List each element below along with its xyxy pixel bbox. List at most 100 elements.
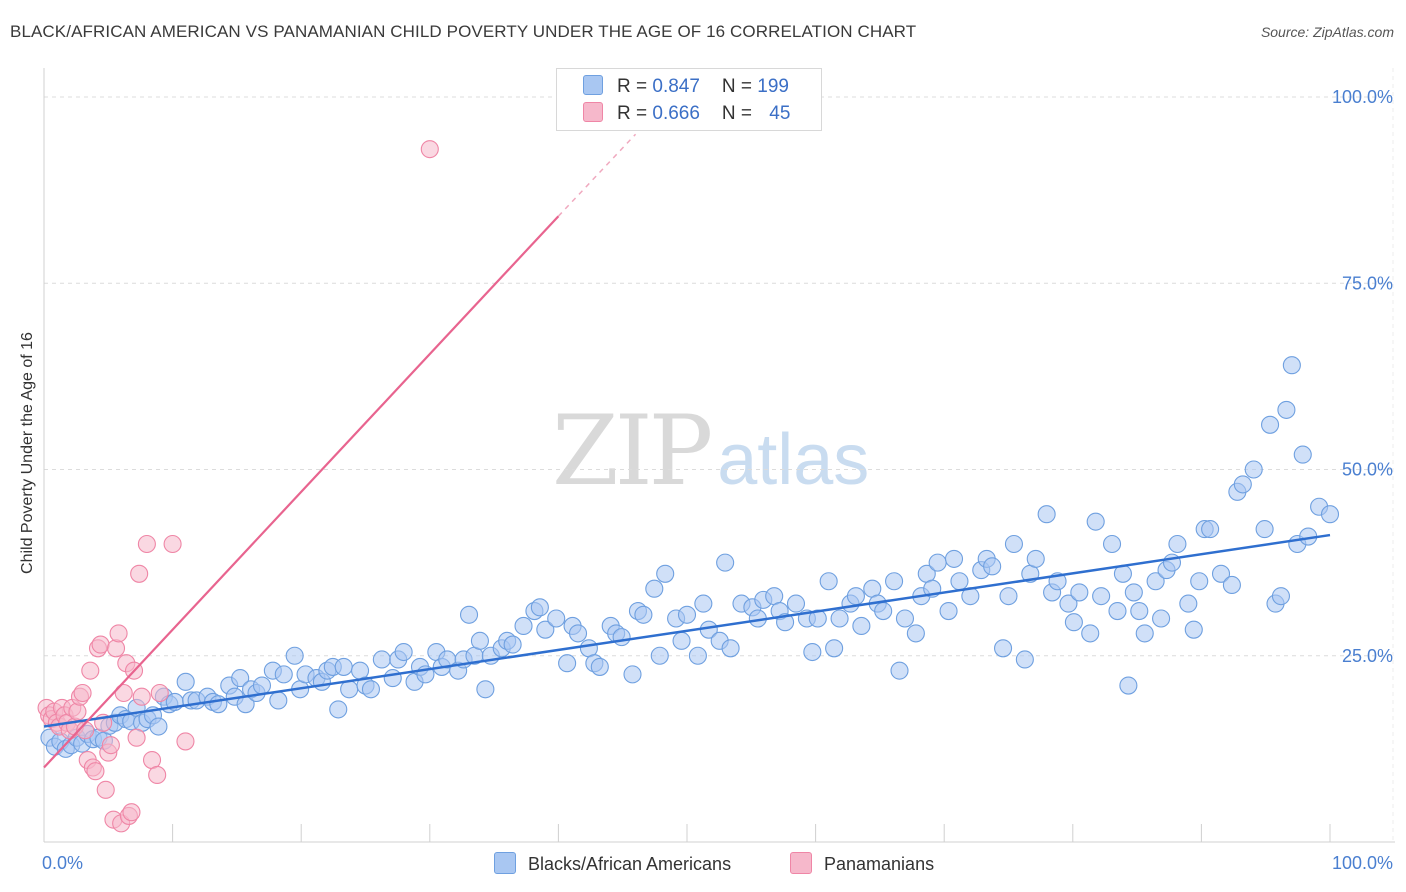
data-point [1092, 587, 1111, 606]
data-point [547, 609, 566, 628]
data-point [1179, 594, 1198, 613]
data-point [149, 717, 168, 736]
data-point [999, 587, 1018, 606]
x-tick-label: 0.0% [42, 853, 83, 873]
data-point [645, 579, 664, 598]
data-point [656, 564, 675, 583]
data-point [476, 680, 495, 699]
data-point [101, 736, 120, 755]
data-point [994, 639, 1013, 658]
tick-labels: 25.0% 50.0% 75.0% 100.0% 0.0% 100.0% [42, 87, 1393, 873]
y-axis-label: Child Poverty Under the Age of 16 [19, 332, 36, 574]
data-point [209, 695, 228, 714]
y-tick-label: 75.0% [1342, 273, 1393, 293]
data-point [91, 635, 110, 654]
data-point [1108, 601, 1127, 621]
data-point [694, 594, 713, 613]
data-point [1130, 601, 1149, 621]
y-tick-label: 25.0% [1342, 646, 1393, 666]
legend-swatch-pink [790, 852, 812, 874]
trend-line-blacks [43, 533, 1331, 728]
data-point [1102, 534, 1122, 554]
data-point [150, 683, 169, 703]
data-point [874, 601, 893, 621]
legend-swatch-blue [494, 852, 516, 874]
legend-item-blacks[interactable]: Blacks/African Americans [494, 852, 731, 875]
legend-row-panamanians: R = 0.666 N = 45 [583, 102, 790, 126]
legend-r-value: 0.847 [652, 76, 700, 97]
data-point [1320, 505, 1340, 524]
data-point [503, 635, 522, 654]
data-point [329, 700, 348, 719]
data-point [1064, 613, 1083, 632]
trend-line-panamanians [43, 215, 560, 769]
data-point [530, 598, 549, 617]
legend-label: Blacks/African Americans [528, 854, 732, 874]
data-point [721, 639, 740, 658]
data-point [716, 553, 735, 572]
data-point [1222, 575, 1241, 595]
data-point [928, 553, 947, 572]
data-point [1124, 583, 1143, 602]
data-point [1070, 583, 1089, 602]
data-point [252, 676, 272, 695]
data-point [612, 628, 631, 647]
data-point [1190, 572, 1209, 591]
data-point [677, 605, 697, 624]
data-point [650, 646, 669, 665]
data-point [808, 609, 827, 628]
data-point [939, 601, 958, 621]
source-credit: Source: ZipAtlas.com [1260, 24, 1394, 40]
data-point [76, 721, 95, 740]
data-point [1261, 415, 1280, 434]
data-point [420, 140, 439, 159]
data-point [73, 683, 92, 703]
data-point [1037, 505, 1056, 524]
data-point [334, 657, 353, 676]
data-point [130, 564, 149, 583]
data-point [688, 646, 707, 665]
data-point [96, 780, 115, 799]
data-point [1015, 650, 1034, 669]
x-tick-label: 100.0% [1332, 853, 1393, 873]
data-point [1119, 676, 1138, 695]
data-point [623, 665, 642, 684]
data-point [137, 534, 156, 554]
data-point [536, 620, 555, 639]
data-point [274, 665, 293, 684]
data-point [1233, 475, 1252, 494]
data-point [803, 642, 822, 662]
data-point [1293, 445, 1312, 464]
chart-title: BLACK/AFRICAN AMERICAN VS PANAMANIAN CHI… [10, 22, 917, 41]
data-point [568, 624, 588, 643]
data-point [394, 642, 413, 662]
data-point [1026, 549, 1045, 568]
legend-item-panamanians[interactable]: Panamanians [790, 852, 934, 875]
data-point [86, 762, 105, 781]
legend-n-label: N = [721, 76, 758, 97]
trend-extension-panamanians [557, 133, 637, 217]
data-point [1282, 356, 1301, 375]
data-point [459, 605, 479, 624]
data-point [68, 702, 87, 721]
data-point [1152, 609, 1171, 628]
data-point [1135, 624, 1154, 643]
series-panamanians [37, 140, 439, 833]
legend-swatch-blue [583, 75, 603, 95]
gridlines [44, 96, 1395, 657]
y-tick-label: 50.0% [1342, 460, 1393, 480]
legend-n-value: 199 [757, 76, 789, 97]
data-point [895, 609, 915, 628]
data-point [558, 654, 577, 673]
y-tick-label: 100.0% [1332, 87, 1393, 107]
data-point [885, 572, 904, 591]
data-point [114, 683, 133, 703]
data-point [1146, 572, 1165, 591]
data-point [163, 534, 182, 554]
data-point [1244, 460, 1263, 479]
trend-lines [43, 133, 1331, 769]
data-point [819, 572, 838, 591]
data-point [1211, 564, 1231, 583]
data-point [846, 587, 865, 606]
